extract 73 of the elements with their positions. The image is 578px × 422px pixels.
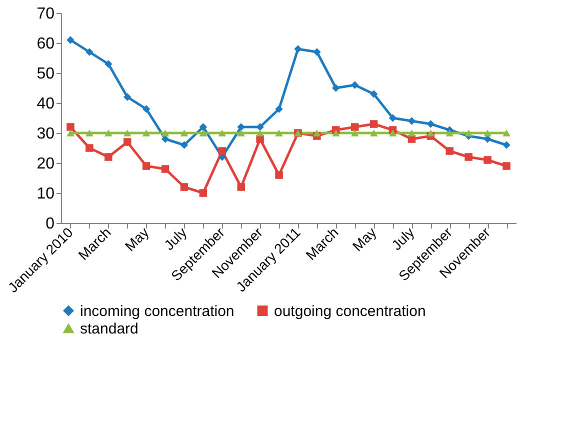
point [275, 171, 283, 179]
point [66, 130, 74, 136]
point [180, 141, 188, 149]
point [199, 130, 208, 136]
point [142, 130, 150, 136]
point [123, 138, 132, 146]
point [66, 123, 74, 131]
point [218, 147, 226, 155]
point [237, 130, 245, 136]
point [294, 45, 302, 53]
point [180, 130, 188, 136]
point [275, 130, 283, 136]
point [180, 183, 188, 191]
point [199, 189, 208, 197]
point [104, 60, 112, 68]
point [502, 141, 510, 149]
point [123, 93, 132, 101]
point [426, 120, 435, 128]
point [464, 130, 472, 136]
point [370, 90, 378, 98]
legend-label: outgoing concentration [274, 302, 426, 320]
point [142, 105, 150, 113]
point [388, 130, 397, 136]
point [350, 130, 359, 136]
point [408, 130, 416, 136]
point [123, 130, 132, 136]
point [332, 130, 340, 136]
point [86, 130, 94, 136]
y-tick-label: 70 [36, 6, 55, 22]
point [66, 36, 74, 44]
point [218, 130, 226, 136]
legend-label: standard [80, 320, 138, 338]
point [332, 84, 340, 92]
point [199, 123, 208, 131]
point [161, 135, 170, 143]
point [370, 120, 378, 128]
point [86, 48, 94, 56]
point [86, 144, 94, 152]
y-tick-label: 60 [36, 36, 55, 52]
y-tick-label: 30 [36, 126, 55, 142]
point [256, 130, 264, 136]
x-tick-label: May [349, 224, 380, 254]
point [161, 130, 170, 136]
point [408, 117, 416, 125]
point [426, 130, 435, 136]
point [502, 162, 510, 170]
point [484, 156, 492, 164]
point [388, 114, 397, 122]
point [446, 130, 454, 136]
x-tick-label: May [122, 224, 152, 254]
y-tick-label: 0 [46, 216, 55, 232]
y-tick-label: 20 [36, 156, 55, 172]
point [256, 123, 264, 131]
point [237, 123, 245, 131]
point [350, 81, 359, 89]
point [104, 153, 112, 161]
point [464, 153, 472, 161]
point [446, 147, 454, 155]
point [275, 105, 283, 113]
point [104, 130, 112, 136]
point [370, 130, 378, 136]
point [484, 130, 492, 136]
point [142, 162, 150, 170]
legend-label: incoming concentration [80, 302, 234, 320]
point [237, 183, 245, 191]
point [350, 123, 359, 131]
point [313, 130, 321, 136]
y-tick-label: 40 [36, 96, 55, 112]
point [161, 165, 170, 173]
point [313, 48, 321, 56]
point [502, 130, 510, 136]
y-tick-label: 50 [36, 66, 55, 82]
y-tick-label: 10 [36, 186, 55, 202]
